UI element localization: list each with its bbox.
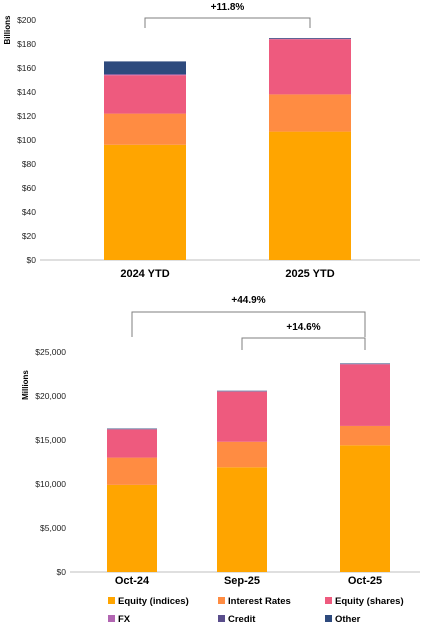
y-tick-label: $120 (17, 111, 36, 121)
bar-segment-equity-shares-2024-ytd (104, 75, 186, 114)
legend-label-equity-shares: Equity (shares) (335, 596, 404, 607)
y-tick-label: $60 (22, 183, 36, 193)
chart-ytd-billions: $0 $20 $40 $60 $80 $100 $120 $140 $160 $180 $200 Bi… (3, 2, 420, 280)
growth-bracket (241, 337, 366, 350)
y-tick-label: $0 (57, 567, 67, 577)
x-category-label: 2024 YTD (120, 268, 169, 280)
legend-swatch-equity-indices (108, 597, 115, 604)
bar-segment-credit-2024-ytd (104, 74, 186, 75)
bar-segment-other-sep-25 (217, 390, 267, 392)
bar-segment-equity-indices-oct-25 (340, 445, 390, 572)
y-tick-label: $140 (17, 87, 36, 97)
y-tick-label: $10,000 (35, 479, 66, 489)
growth-annotation: +11.8% (211, 2, 245, 13)
y-tick-label: $0 (27, 255, 37, 265)
bar-segment-other-2024-ytd (104, 61, 186, 74)
y-tick-label: $5,000 (40, 523, 66, 533)
x-category-label: 2025 YTD (285, 268, 334, 280)
legend-label-credit: Credit (228, 614, 256, 625)
legend-swatch-interest-rates (218, 597, 225, 604)
bar-segment-equity-shares-oct-24 (107, 429, 157, 458)
growth-annotation: +14.6% (286, 322, 320, 333)
bar-segment-equity-indices-sep-25 (217, 467, 267, 572)
bar-segment-interest-rates-2025-ytd (269, 94, 351, 132)
legend-swatch-fx (108, 615, 115, 622)
bar-segment-equity-shares-2025-ytd (269, 39, 351, 95)
growth-bracket (144, 17, 311, 28)
bar-segment-equity-indices-2025-ytd (269, 131, 351, 260)
y-tick-label: $15,000 (35, 435, 66, 445)
y-tick-label: $180 (17, 39, 36, 49)
y-tick-label: $25,000 (35, 347, 66, 357)
legend-swatch-equity-shares (325, 597, 332, 604)
y-tick-label: $20 (22, 231, 36, 241)
chart-monthly-millions: $0 $5,000 $10,000 $15,000 $20,000 $25,000 Mill… (21, 295, 420, 587)
y-axis-label: Billions (3, 15, 12, 44)
y-tick-label: $40 (22, 207, 36, 217)
y-tick-label: $200 (17, 15, 36, 25)
y-tick-label: $160 (17, 63, 36, 73)
legend-swatch-credit (218, 615, 225, 622)
bar-segment-interest-rates-sep-25 (217, 441, 267, 468)
bar-segment-equity-indices-oct-24 (107, 484, 157, 572)
y-tick-label: $100 (17, 135, 36, 145)
legend-label-interest-rates: Interest Rates (228, 596, 291, 607)
y-tick-label: $80 (22, 159, 36, 169)
legend-label-other: Other (335, 614, 361, 625)
bar-segment-fx-2024-ytd (104, 74, 186, 76)
x-category-label: Oct-25 (348, 575, 382, 587)
bar-segment-interest-rates-oct-24 (107, 457, 157, 485)
x-category-label: Sep-25 (224, 575, 260, 587)
legend-label-equity-indices: Equity (indices) (118, 596, 189, 607)
growth-bracket (131, 311, 366, 337)
legend: Equity (indices) Interest Rates Equity (sh… (108, 596, 404, 625)
growth-annotation: +44.9% (231, 295, 265, 306)
bar-segment-other-oct-25 (340, 363, 390, 364)
x-category-label: Oct-24 (115, 575, 150, 587)
bar-segment-equity-shares-oct-25 (340, 364, 390, 426)
legend-label-fx: FX (118, 614, 131, 625)
bar-segment-interest-rates-oct-25 (340, 425, 390, 446)
bar-segment-other-oct-24 (107, 428, 157, 430)
y-axis-label: Millions (21, 370, 30, 400)
bar-segment-interest-rates-2024-ytd (104, 113, 186, 145)
bar-segment-equity-shares-sep-25 (217, 391, 267, 442)
legend-swatch-other (325, 615, 332, 622)
y-tick-label: $20,000 (35, 391, 66, 401)
bar-segment-equity-indices-2024-ytd (104, 144, 186, 260)
